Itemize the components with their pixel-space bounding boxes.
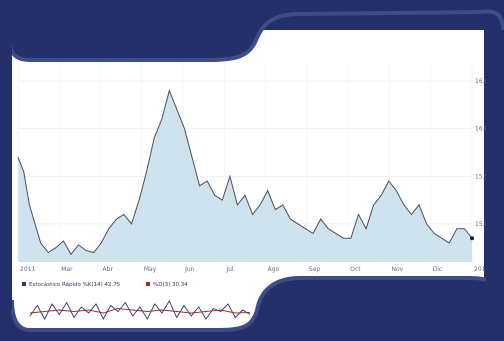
y-tick-label: 16.00 xyxy=(475,126,492,133)
x-tick-label: Jul xyxy=(225,266,234,273)
x-tick-label: Nov xyxy=(391,266,403,273)
oscillator-legend: Estocástico Rápido %K(14) 42.75 %D(3) 30… xyxy=(22,281,188,288)
x-tick-label: Sep xyxy=(309,266,321,273)
legend-swatch-d xyxy=(146,282,150,286)
frame-bottom-shape xyxy=(0,278,504,341)
y-tick-labels: 16.50 16.00 15.50 15.00 xyxy=(475,78,492,228)
last-price-marker xyxy=(470,236,474,241)
price-panel: 16.50 16.00 15.50 15.00 2011 Mar Abr May Jun Jul… xyxy=(17,62,492,273)
frame-bottom-border xyxy=(10,276,504,332)
frame-right-bar xyxy=(486,30,504,310)
y-tick-label: 16.50 xyxy=(475,78,492,85)
x-tick-label: 2011 xyxy=(20,266,35,273)
frame-left-bar xyxy=(0,30,12,310)
price-area-fill xyxy=(18,90,472,262)
legend-d: %D(3) 30.34 xyxy=(153,282,188,288)
frame-top-shape xyxy=(0,0,504,60)
x-tick-labels: 2011 Mar Abr May Jun Jul Ago Sep Oct Nov Dic 2012 xyxy=(20,266,489,273)
x-tick-label: Oct xyxy=(350,266,361,273)
x-tick-label: 2012 xyxy=(474,266,489,273)
oscillator-panel xyxy=(29,300,251,320)
legend-swatch-k xyxy=(22,282,26,286)
x-tick-label: Dic xyxy=(433,266,443,273)
x-tick-label: Ago xyxy=(268,266,280,273)
oscillator-d-line xyxy=(29,308,251,314)
x-tick-label: Abr xyxy=(103,266,114,273)
price-line xyxy=(17,89,473,256)
oscillator-k-line xyxy=(29,300,251,320)
x-tick-label: Mar xyxy=(61,266,73,273)
y-tick-label: 15.00 xyxy=(475,221,492,228)
x-tick-label: May xyxy=(144,266,157,273)
y-tick-label: 15.50 xyxy=(475,173,492,180)
x-tick-label: Jun xyxy=(184,266,195,273)
legend-k: Estocástico Rápido %K(14) 42.75 xyxy=(29,281,121,288)
frame-top-border xyxy=(8,9,504,62)
